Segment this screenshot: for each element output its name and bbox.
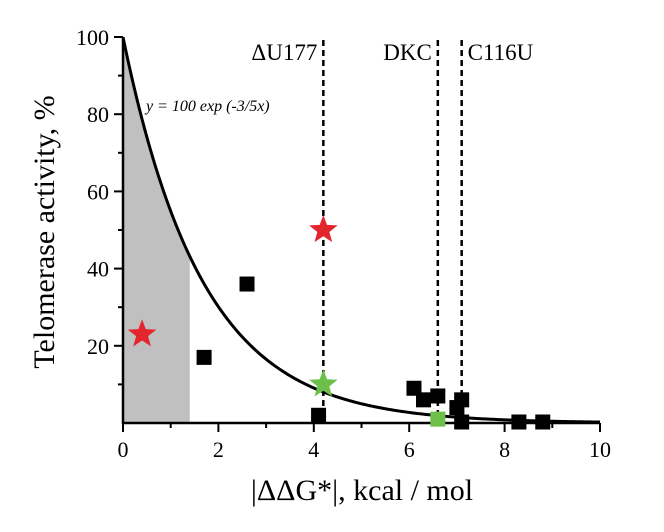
y-axis-title: Telomerase activity, % xyxy=(28,95,61,368)
black-squares-point-7 xyxy=(454,392,470,408)
vertical-lines-layer: ΔU177 DKC C116U xyxy=(251,40,534,423)
y-tick-label-3: 80 xyxy=(87,102,109,127)
shaded-region-layer xyxy=(123,37,190,423)
green-star-point-0 xyxy=(309,369,338,397)
x-tick-label-4: 8 xyxy=(499,437,510,462)
x-tick-label-1: 2 xyxy=(213,437,224,462)
y-tick-label-1: 40 xyxy=(87,257,109,282)
vertical-line-label-0: ΔU177 xyxy=(251,40,317,65)
black-squares-point-9 xyxy=(511,414,527,430)
y-tick-label-0: 20 xyxy=(87,334,109,359)
x-tick-label-0: 0 xyxy=(118,437,129,462)
curve-layer xyxy=(121,36,601,424)
black-squares-point-2 xyxy=(311,407,327,423)
vertical-line-label-2: C116U xyxy=(468,40,534,65)
black-squares-point-1 xyxy=(239,276,255,292)
red-stars-point-1 xyxy=(309,215,338,243)
x-tick-label-5: 10 xyxy=(589,437,611,462)
green-square-point-0 xyxy=(430,411,446,427)
y-tick-label-4: 100 xyxy=(76,25,109,50)
shaded-region xyxy=(123,37,190,423)
fit-curve xyxy=(121,36,601,424)
black-squares-point-8 xyxy=(454,414,470,430)
points-layer xyxy=(127,215,551,430)
red-stars-point-0 xyxy=(127,319,157,347)
black-squares-point-3 xyxy=(406,380,422,396)
x-tick-label-2: 4 xyxy=(308,437,319,462)
x-axis-title: |ΔΔG*|, kcal / mol xyxy=(251,474,473,507)
black-squares-point-5 xyxy=(430,388,446,404)
curve-equation-label: y = 100 exp (-3/5x) xyxy=(144,98,270,115)
vertical-line-label-1: DKC xyxy=(383,40,432,65)
axes-layer: 0 2 4 6 8 10 20 40 60 80 100 xyxy=(76,25,611,462)
x-tick-label-3: 6 xyxy=(404,437,415,462)
black-squares-point-10 xyxy=(535,414,551,430)
black-squares-point-4 xyxy=(416,392,432,408)
black-squares-point-0 xyxy=(196,349,212,365)
y-tick-label-2: 60 xyxy=(87,179,109,204)
